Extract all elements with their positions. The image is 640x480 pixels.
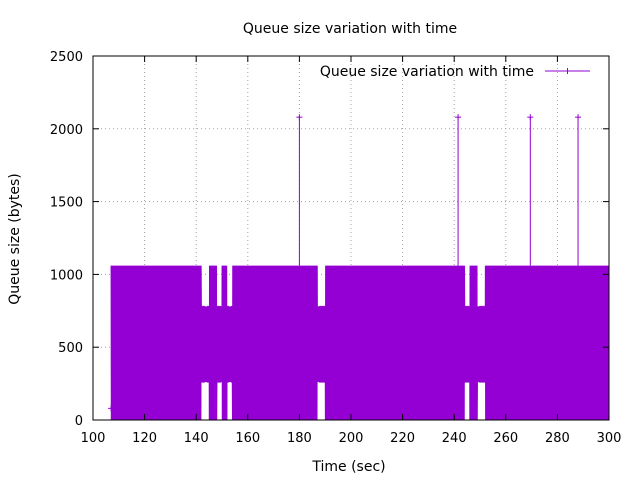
y-tick-label: 1500 (50, 196, 83, 211)
x-tick-label: 160 (235, 431, 260, 446)
x-tick-label: 200 (339, 431, 364, 446)
x-tick-label: 180 (287, 431, 312, 446)
y-tick-label: 1000 (50, 268, 83, 283)
y-axis-label: Queue size (bytes) (7, 173, 23, 305)
x-tick-label: 300 (597, 431, 622, 446)
x-tick-label: 140 (184, 431, 209, 446)
x-tick-label: 220 (390, 431, 415, 446)
axis-ticks: 100 120 140 160 180 200 220 240 260 280 300 0 500 100… (50, 50, 622, 446)
legend: Queue size variation with time (320, 64, 590, 80)
plot-area (108, 68, 610, 421)
x-tick-label: 260 (493, 431, 518, 446)
x-tick-label: 280 (545, 431, 570, 446)
x-tick-label: 100 (81, 431, 106, 446)
x-tick-label: 240 (442, 431, 467, 446)
legend-series-label: Queue size variation with time (320, 64, 534, 80)
x-tick-label: 120 (132, 431, 157, 446)
series-line (110, 265, 610, 421)
y-tick-label: 0 (75, 414, 83, 429)
y-tick-label: 2000 (50, 123, 83, 138)
x-axis-label: Time (sec) (311, 459, 385, 475)
chart-title: Queue size variation with time (243, 21, 457, 37)
y-tick-label: 500 (58, 341, 83, 356)
y-tick-label: 2500 (50, 50, 83, 65)
